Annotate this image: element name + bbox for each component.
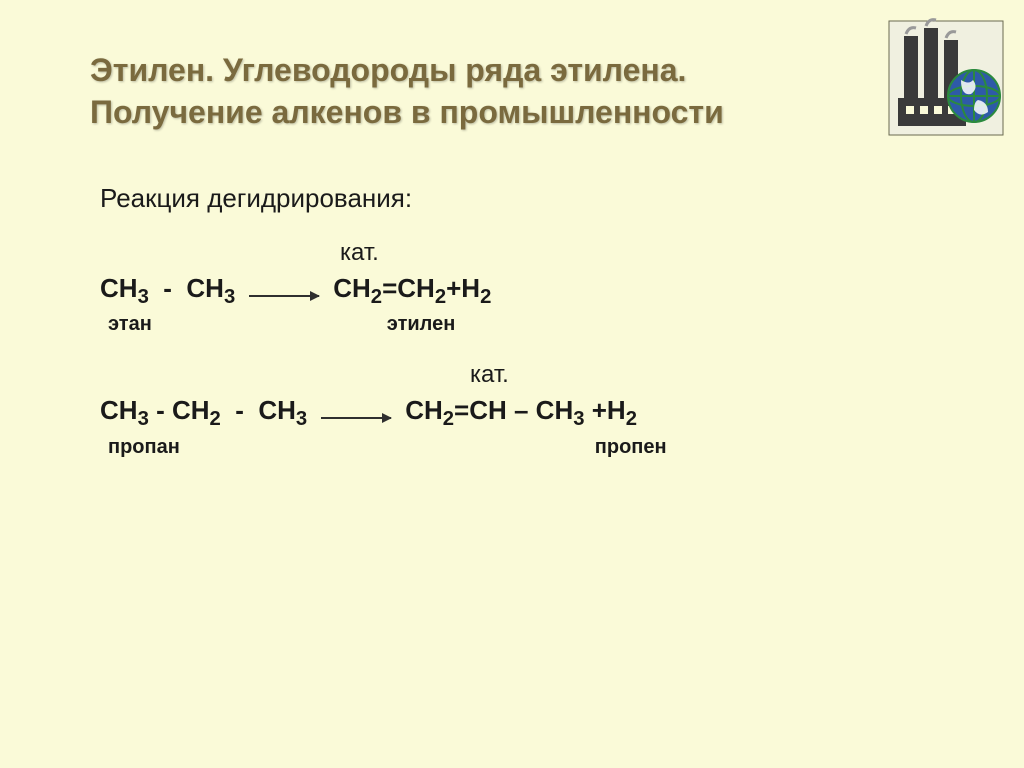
label-spacer [152,313,387,336]
equation-2-labels: пропан пропен [108,436,964,459]
eq2-reactant: CH3 - CH2 - CH3 [100,395,307,431]
label-spacer [180,436,595,459]
arrow-icon [321,417,391,419]
slide-title: Этилен. Углеводороды ряда этилена. Получ… [90,50,964,133]
equation-1-labels: этан этилен [108,313,964,336]
corner-graphic [886,18,1006,138]
arrow-icon [249,295,319,297]
eq2-reactant-name: пропан [108,436,180,459]
subtitle: Реакция дегидрирования: [100,183,964,214]
eq1-reactant-name: этан [108,313,152,336]
eq2-product-name: пропен [595,436,667,459]
eq1-product: CH2=CH2+H2 [333,273,491,309]
eq1-reactant: CH3 - CH3 [100,273,235,309]
title-line-1: Этилен. Углеводороды ряда этилена. [90,52,686,88]
catalyst-label-1: кат. [340,239,964,267]
catalyst-label-2: кат. [470,361,964,389]
title-line-2: Получение алкенов в промышленности [90,94,724,130]
eq2-product: CH2=CH – CH3 +H2 [405,395,637,431]
slide: Этилен. Углеводороды ряда этилена. Получ… [0,0,1024,768]
eq1-product-name: этилен [387,313,456,336]
equation-1: CH3 - CH3 CH2=CH2+H2 [100,273,964,309]
equation-2: CH3 - CH2 - CH3 CH2=CH – CH3 +H2 [100,395,964,431]
